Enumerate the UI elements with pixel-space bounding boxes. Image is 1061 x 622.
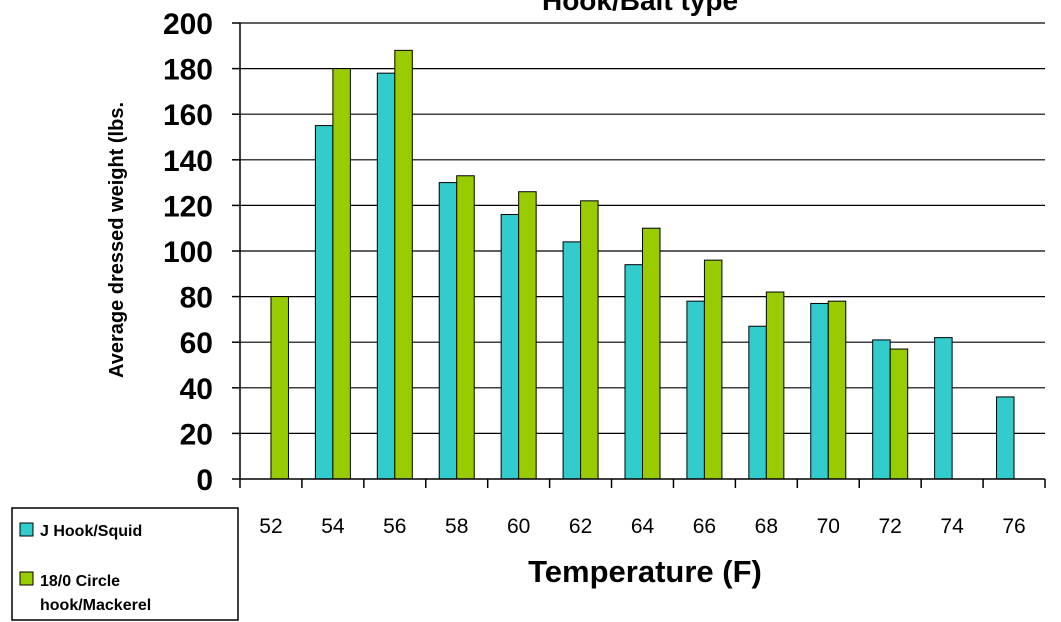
bar-j-hook-squid-72	[872, 339, 891, 480]
bar-j-hook-squid-66	[686, 300, 705, 480]
x-tick-label: 58	[445, 515, 468, 538]
y-tick-label: 180	[163, 54, 213, 87]
bar-circle-hook-mackerel-54	[332, 68, 351, 480]
y-tick-label: 80	[180, 282, 213, 315]
legend: J Hook/Squid 18/0 Circle hook/Mackerel	[11, 507, 239, 621]
legend-label-circle-hook-mackerel: 18/0 Circle hook/Mackerel	[40, 573, 151, 614]
x-tick-label: 62	[569, 515, 592, 538]
x-tick-label: 52	[259, 515, 282, 538]
y-tick-label: 60	[180, 327, 213, 360]
legend-label-line-2: hook/Mackerel	[40, 597, 151, 614]
legend-swatch-circle-hook-mackerel	[19, 571, 34, 586]
x-tick-label: 74	[940, 515, 964, 538]
y-tick-labels: 0 20 40 60 80 100 120 140 160 180 200	[163, 8, 213, 497]
bar-j-hook-squid-62	[562, 241, 582, 480]
y-tick-label: 0	[196, 464, 213, 497]
x-tick-label: 70	[817, 515, 840, 538]
bar-j-hook-squid-68	[748, 325, 767, 480]
bars	[270, 49, 1015, 480]
legend-swatch-j-hook-squid	[19, 522, 34, 537]
bar-j-hook-squid-64	[624, 264, 643, 480]
y-tick-label: 100	[163, 236, 213, 269]
bar-circle-hook-mackerel-68	[765, 291, 785, 480]
x-tick-label: 64	[631, 515, 655, 538]
legend-box	[11, 507, 239, 621]
bar-j-hook-squid-56	[376, 72, 396, 480]
x-tick-label: 66	[693, 515, 716, 538]
y-tick-label: 120	[163, 190, 213, 223]
y-tick-label: 140	[163, 145, 213, 178]
bar-j-hook-squid-58	[438, 182, 458, 480]
bar-j-hook-squid-54	[314, 125, 334, 480]
y-tick-label: 160	[163, 99, 213, 132]
y-tick-label: 40	[180, 373, 213, 406]
axes	[232, 22, 1046, 488]
bar-circle-hook-mackerel-72	[889, 348, 909, 480]
bar-j-hook-squid-70	[810, 302, 829, 480]
bar-circle-hook-mackerel-58	[456, 175, 475, 480]
x-tick-label: 72	[879, 515, 902, 538]
x-tick-label: 56	[383, 515, 406, 538]
x-axis-label: Temperature (F)	[528, 554, 762, 589]
x-tick-labels: 52 54 56 58 60 62 64 66 68 70 72 74 76	[259, 515, 1025, 538]
x-tick-label: 68	[755, 515, 778, 538]
y-axis-label: Average dressed weight (lbs.	[106, 102, 128, 378]
bar-j-hook-squid-76	[996, 396, 1015, 480]
x-tick-label: 54	[321, 515, 345, 538]
bar-j-hook-squid-60	[500, 214, 520, 480]
legend-label-j-hook-squid: J Hook/Squid	[40, 523, 142, 540]
bar-circle-hook-mackerel-52	[270, 296, 289, 480]
bar-circle-hook-mackerel-56	[394, 49, 413, 480]
bar-j-hook-squid-74	[934, 337, 953, 480]
y-tick-label: 20	[180, 418, 213, 451]
bar-circle-hook-mackerel-70	[827, 300, 847, 480]
x-tick-label: 60	[507, 515, 530, 538]
bar-circle-hook-mackerel-66	[703, 259, 723, 480]
legend-label-line-1: 18/0 Circle	[40, 573, 120, 590]
chart-title: Hook/Bait type	[542, 0, 738, 16]
bar-circle-hook-mackerel-62	[580, 200, 599, 480]
bar-circle-hook-mackerel-64	[642, 227, 661, 480]
y-tick-label: 200	[163, 8, 213, 41]
bar-circle-hook-mackerel-60	[518, 191, 537, 480]
x-tick-label: 76	[1002, 515, 1025, 538]
